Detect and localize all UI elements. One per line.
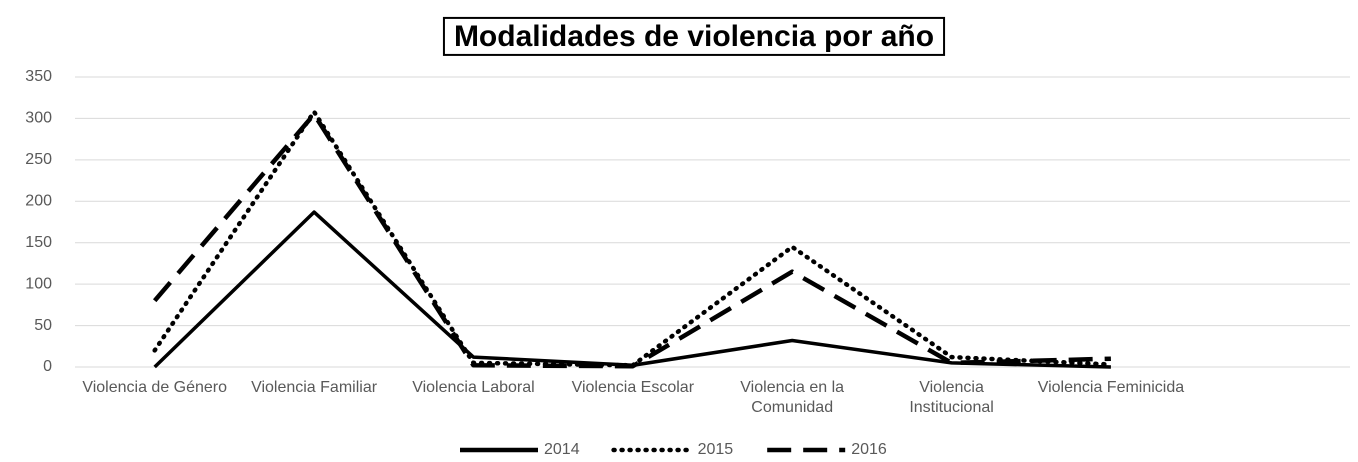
legend-label: 2015	[698, 441, 734, 458]
x-tick-label: Violencia Familiar	[251, 379, 378, 396]
y-tick-label: 250	[25, 151, 52, 168]
series-line	[152, 109, 1114, 368]
y-tick-label: 50	[34, 317, 52, 334]
series-line	[153, 210, 1111, 369]
x-tick-label: Violencia Institucional	[909, 379, 994, 416]
chart-title: Modalidades de violencia por año	[454, 20, 934, 53]
y-tick-label: 100	[25, 275, 52, 292]
title-box	[442, 16, 946, 56]
y-tick-label: 150	[25, 234, 52, 251]
x-tick-label: Violencia Escolar	[571, 379, 695, 396]
y-tick-label: 200	[25, 193, 52, 210]
legend-label: 2016	[851, 441, 887, 458]
series-line	[152, 112, 1111, 369]
x-tick-label: Violencia Laboral	[412, 379, 535, 396]
y-tick-label: 350	[25, 68, 52, 85]
legend-label: 2014	[544, 441, 580, 458]
x-tick-label: Violencia Feminicida	[1037, 379, 1185, 396]
x-tick-label: Violencia de Género	[82, 379, 228, 396]
y-tick-label: 0	[43, 358, 52, 375]
y-tick-label: 300	[25, 110, 52, 127]
x-tick-label: Violencia en la Comunidad	[740, 379, 845, 416]
